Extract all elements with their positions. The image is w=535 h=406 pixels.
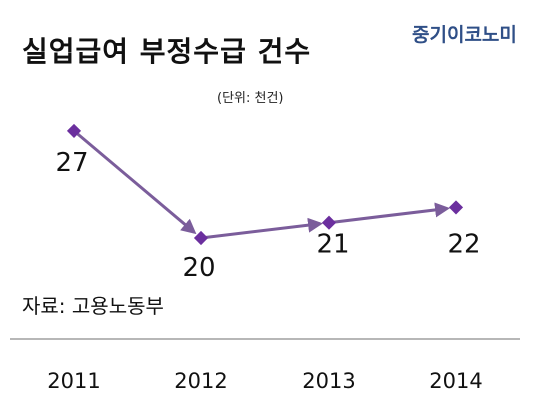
chart-title: 실업급여 부정수급 건수	[22, 35, 312, 68]
source-note: 자료: 고용노동부	[22, 294, 164, 318]
series-line-segment	[73, 129, 197, 235]
data-point-marker	[321, 215, 337, 230]
data-label: 20	[182, 253, 215, 283]
data-point-marker	[66, 123, 82, 138]
brand-logo: 중기이코노미	[412, 24, 517, 46]
data-label: 22	[447, 229, 480, 259]
series-line-segment	[328, 202, 451, 225]
data-point-marker	[193, 230, 209, 246]
data-point-marker	[448, 200, 464, 215]
x-tick-label: 2014	[429, 369, 482, 393]
x-tick-label: 2013	[302, 369, 355, 393]
series-line-segment	[200, 217, 324, 240]
data-label: 21	[316, 230, 349, 260]
x-tick-label: 2012	[174, 369, 227, 393]
unit-note: (단위: 천건)	[217, 91, 284, 106]
x-tick-label: 2011	[47, 369, 100, 393]
data-label: 27	[55, 148, 88, 178]
chart-marks: 27 2011 20 2012 21 2013 22 2014	[47, 123, 483, 393]
